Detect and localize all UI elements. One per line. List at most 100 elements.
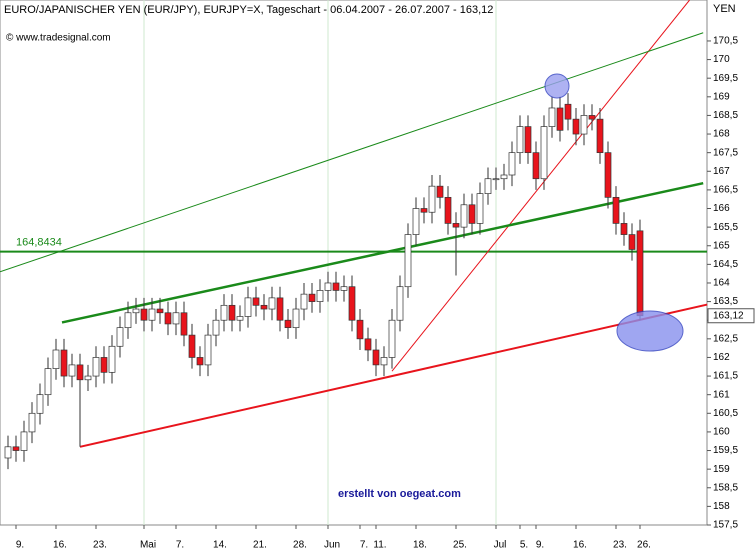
x-tick-label: Jul <box>494 540 507 551</box>
y-tick-label: 168 <box>713 129 730 140</box>
x-tick-label: 7. <box>360 540 368 551</box>
candle-body <box>148 308 156 321</box>
x-tick-label: Jun <box>324 540 340 551</box>
candle-body <box>540 126 548 180</box>
candle-body <box>180 312 188 336</box>
y-tick-label: 167,5 <box>713 147 738 158</box>
candle-body <box>604 152 612 198</box>
candle-body <box>316 290 324 302</box>
y-tick-label: 162,5 <box>713 333 738 344</box>
candle-body <box>484 178 492 194</box>
x-tick-label: 23. <box>613 540 627 551</box>
candle-body <box>196 357 204 366</box>
candle-body <box>404 234 412 288</box>
horizontal-line-label: 164,8434 <box>16 236 62 248</box>
candle-body <box>636 230 644 317</box>
candle-body <box>252 297 260 306</box>
y-tick-label: 158 <box>713 501 730 512</box>
candle-body <box>236 316 244 321</box>
candle-body <box>276 297 284 321</box>
x-tick-label: 9. <box>16 540 24 551</box>
x-tick-label: 25. <box>453 540 467 551</box>
candle-body <box>52 349 60 369</box>
y-tick-label: 157,5 <box>713 520 738 531</box>
x-tick-label: 5. <box>520 540 528 551</box>
y-tick-label: 166,5 <box>713 185 738 196</box>
y-tick-label: 160,5 <box>713 408 738 419</box>
y-tick-label: 164,5 <box>713 259 738 270</box>
trendline <box>0 32 704 273</box>
x-tick-label: 28. <box>293 540 307 551</box>
candle-body <box>500 174 508 180</box>
candle-body <box>44 368 52 396</box>
y-tick-label: 161,5 <box>713 371 738 382</box>
y-tick-label: 170 <box>713 54 730 65</box>
y-tick-label: 163,5 <box>713 296 738 307</box>
trendline <box>79 303 708 448</box>
candle-body <box>612 196 620 224</box>
x-tick-label: 26. <box>637 540 651 551</box>
candle-body <box>436 185 444 198</box>
x-tick-label: 16. <box>573 540 587 551</box>
candle-body <box>12 446 20 451</box>
candle-body <box>84 375 92 381</box>
y-tick-label: 168,5 <box>713 110 738 121</box>
source: © www.tradesignal.com <box>6 33 111 44</box>
candle-body <box>300 293 308 310</box>
y-tick-label: 165 <box>713 240 730 251</box>
candle-body <box>284 319 292 329</box>
candle-body <box>228 304 236 321</box>
candle-body <box>524 126 532 154</box>
candle-body <box>92 357 100 377</box>
y-tick-label: 158,5 <box>713 482 738 493</box>
y-tick-label: 170,5 <box>713 36 738 47</box>
annotation: erstellt von oegeat.com <box>338 488 461 500</box>
candle-body <box>596 118 604 154</box>
candle-body <box>364 338 372 351</box>
candle-body <box>372 349 380 366</box>
candle-body <box>356 319 364 340</box>
y-tick-label: 169 <box>713 91 730 102</box>
candle-body <box>628 234 636 250</box>
trendline <box>61 181 704 324</box>
marks: 164,8434 <box>0 0 708 470</box>
candle-body <box>340 286 348 291</box>
y-tick-label: 159 <box>713 464 730 475</box>
candle-body <box>532 152 540 180</box>
candle-body <box>212 319 220 336</box>
candle-body <box>116 327 124 347</box>
candle-body <box>460 204 468 228</box>
candle-body <box>140 308 148 321</box>
last-price-label: 163,12 <box>713 310 744 321</box>
candle-body <box>556 107 564 131</box>
candle-body <box>172 312 180 325</box>
candle-body <box>124 312 132 329</box>
candle-body <box>28 412 36 433</box>
candle-body <box>428 185 436 213</box>
candle-body <box>332 282 340 291</box>
candle-body <box>572 118 580 135</box>
highlight-ellipse <box>616 310 684 352</box>
y-axis-label: YEN <box>713 3 736 15</box>
candle-body <box>412 208 420 235</box>
candle-body <box>508 152 516 176</box>
candle-body <box>588 115 596 120</box>
x-tick-label: 16. <box>53 540 67 551</box>
candle-body <box>620 223 628 235</box>
candle-body <box>468 204 476 224</box>
x-tick-label: 7. <box>176 540 184 551</box>
y-tick-label: 167 <box>713 166 730 177</box>
x-tick-label: 23. <box>93 540 107 551</box>
candle-body <box>420 208 428 213</box>
candle-body <box>516 126 524 154</box>
chart-title: EURO/JAPANISCHER YEN (EUR/JPY), EURJPY=X… <box>4 4 493 16</box>
candle-body <box>20 431 28 451</box>
y-tick-label: 162 <box>713 352 730 363</box>
x-tick-label: 9. <box>536 540 544 551</box>
candle-body <box>324 282 332 291</box>
candle-body <box>380 357 388 366</box>
candle-body <box>220 304 228 321</box>
candle-body <box>452 223 460 228</box>
highlight-circle <box>544 73 570 99</box>
